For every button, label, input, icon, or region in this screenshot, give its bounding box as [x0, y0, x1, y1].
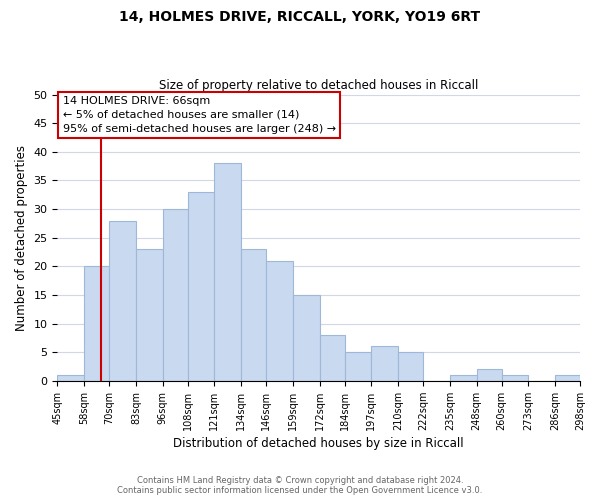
Bar — [371, 346, 398, 381]
Bar — [109, 220, 136, 381]
Bar — [84, 266, 109, 381]
Bar — [293, 295, 320, 381]
Bar — [555, 375, 580, 381]
Text: Contains HM Land Registry data © Crown copyright and database right 2024.
Contai: Contains HM Land Registry data © Crown c… — [118, 476, 482, 495]
Bar — [398, 352, 423, 381]
Title: Size of property relative to detached houses in Riccall: Size of property relative to detached ho… — [159, 79, 478, 92]
Bar — [58, 375, 84, 381]
Text: 14 HOLMES DRIVE: 66sqm
← 5% of detached houses are smaller (14)
95% of semi-deta: 14 HOLMES DRIVE: 66sqm ← 5% of detached … — [62, 96, 336, 134]
Bar — [502, 375, 529, 381]
Text: 14, HOLMES DRIVE, RICCALL, YORK, YO19 6RT: 14, HOLMES DRIVE, RICCALL, YORK, YO19 6R… — [119, 10, 481, 24]
Bar — [266, 260, 293, 381]
Bar — [136, 249, 163, 381]
Bar — [188, 192, 214, 381]
Bar — [320, 335, 344, 381]
Bar — [214, 164, 241, 381]
Bar — [241, 249, 266, 381]
Y-axis label: Number of detached properties: Number of detached properties — [15, 144, 28, 330]
Bar — [163, 209, 188, 381]
Bar — [344, 352, 371, 381]
Bar — [477, 370, 502, 381]
Bar — [450, 375, 477, 381]
X-axis label: Distribution of detached houses by size in Riccall: Distribution of detached houses by size … — [173, 437, 464, 450]
